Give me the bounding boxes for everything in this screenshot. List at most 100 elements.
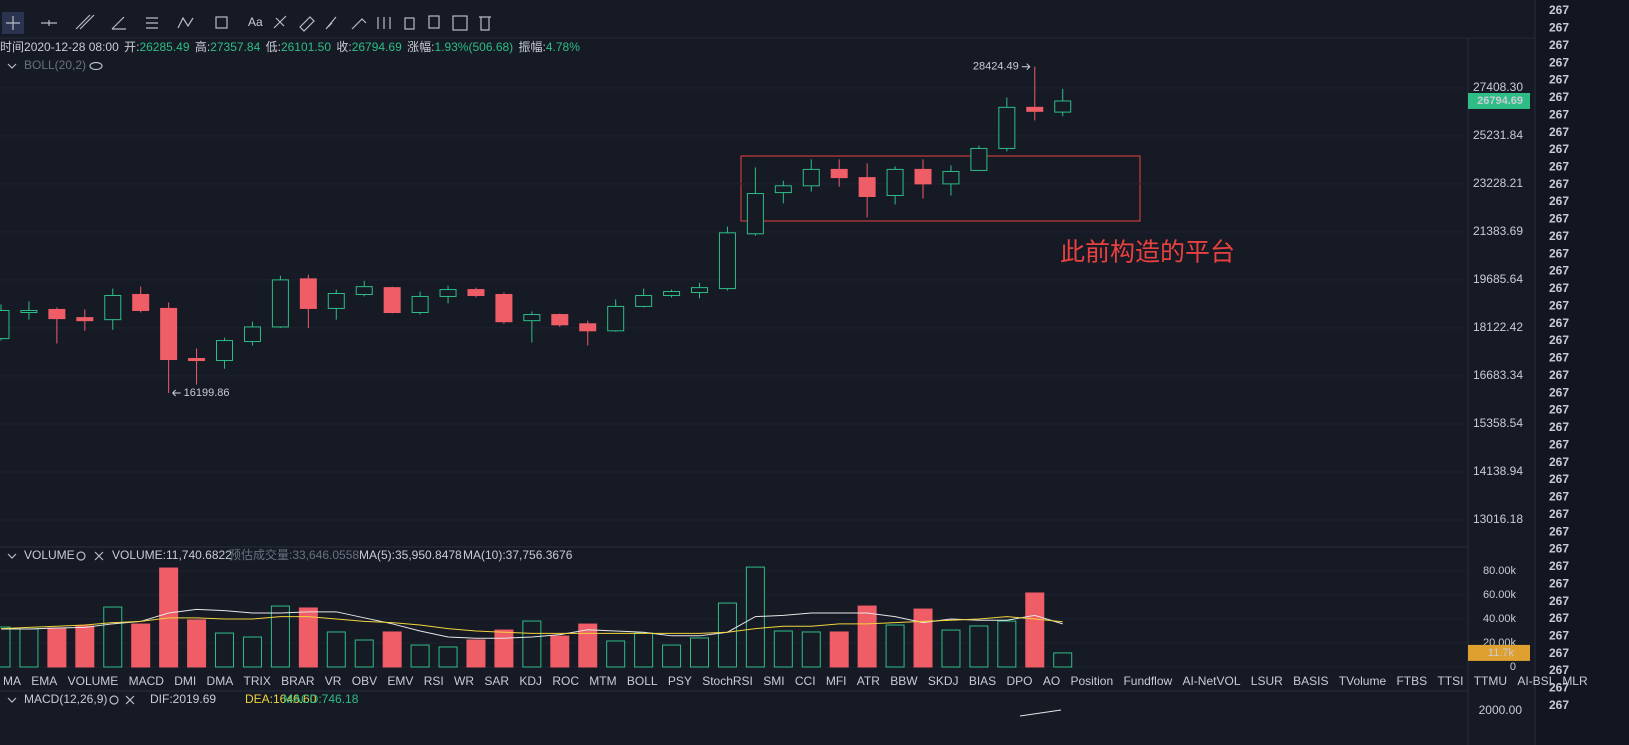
tool-delete[interactable] bbox=[479, 16, 491, 31]
candle-body bbox=[607, 305, 625, 332]
tool-hide[interactable] bbox=[404, 17, 415, 30]
settings-icon[interactable] bbox=[76, 551, 86, 561]
indicator-tab[interactable]: TRIX bbox=[244, 674, 271, 688]
tool-text[interactable]: Aa bbox=[248, 15, 263, 29]
indicator-tab[interactable]: DPO bbox=[1007, 674, 1033, 688]
candle-body bbox=[830, 168, 848, 179]
volume-bar bbox=[131, 623, 151, 668]
indicator-tab[interactable]: PSY bbox=[668, 674, 692, 688]
indicator-tab[interactable]: BBW bbox=[890, 674, 918, 688]
indicator-tab[interactable]: TVolume bbox=[1339, 674, 1387, 688]
volume-bar bbox=[662, 644, 682, 668]
sidebar-price: 267 bbox=[1549, 351, 1569, 365]
macd-value: MACD:746.18 bbox=[283, 692, 359, 706]
tool-fib[interactable] bbox=[146, 17, 158, 29]
indicator-tab[interactable]: ROC bbox=[552, 674, 579, 688]
indicator-tab[interactable]: StochRSI bbox=[702, 674, 753, 688]
volume-bar bbox=[215, 632, 235, 668]
tool-measure[interactable] bbox=[215, 16, 228, 29]
y-tick-label: 15358.54 bbox=[1473, 416, 1523, 430]
sidebar-price: 267 bbox=[1549, 21, 1569, 35]
tool-ruler[interactable] bbox=[325, 16, 337, 30]
collapse-icon[interactable] bbox=[7, 697, 17, 703]
indicator-tab[interactable]: BASIS bbox=[1293, 674, 1328, 688]
close-icon[interactable] bbox=[125, 695, 135, 705]
collapse-icon[interactable] bbox=[7, 553, 17, 559]
indicator-tab[interactable]: SAR bbox=[484, 674, 509, 688]
tool-brush[interactable] bbox=[273, 15, 287, 29]
indicator-tab[interactable]: SKDJ bbox=[928, 674, 959, 688]
indicator-tab[interactable]: AI-BSI bbox=[1517, 674, 1552, 688]
indicator-tab[interactable]: DMI bbox=[174, 674, 196, 688]
tool-angle[interactable] bbox=[111, 16, 126, 30]
indicator-tab[interactable]: Fundflow bbox=[1123, 674, 1172, 688]
sidebar-price: 267 bbox=[1549, 594, 1569, 608]
hide-icon[interactable] bbox=[89, 61, 103, 71]
ohlc-readout: 时间2020-12-28 08:00 开:26285.49 高:27357.84… bbox=[0, 39, 580, 54]
tool-eraser[interactable] bbox=[299, 16, 315, 32]
tool-template[interactable] bbox=[452, 15, 468, 31]
candle-body bbox=[160, 307, 178, 361]
volume-tag bbox=[1468, 644, 1530, 661]
indicator-tab[interactable]: Position bbox=[1070, 674, 1113, 688]
candle-body bbox=[1026, 106, 1044, 112]
indicator-tab[interactable]: VOLUME bbox=[68, 674, 119, 688]
indicator-tab[interactable]: TTSI bbox=[1437, 674, 1463, 688]
value: 26285.49 bbox=[139, 40, 189, 54]
indicator-tab[interactable]: BRAR bbox=[281, 674, 315, 688]
close-icon[interactable] bbox=[94, 551, 104, 561]
tool-hline[interactable] bbox=[41, 20, 57, 26]
value: 4.78% bbox=[546, 40, 580, 54]
indicator-tab[interactable]: KDJ bbox=[519, 674, 542, 688]
sidebar-price: 267 bbox=[1549, 107, 1569, 121]
indicator-tab[interactable]: EMA bbox=[31, 674, 57, 688]
tool-lock[interactable] bbox=[377, 17, 391, 29]
indicator-tab[interactable]: BOLL bbox=[627, 674, 658, 688]
indicator-label: BOLL(20,2) bbox=[24, 58, 86, 72]
sidebar-price: 267 bbox=[1549, 698, 1569, 712]
volume-bar bbox=[19, 628, 39, 668]
indicator-tab[interactable]: BIAS bbox=[969, 674, 996, 688]
volume-bar bbox=[773, 630, 793, 668]
indicator-tab[interactable]: MACD bbox=[129, 674, 165, 688]
indicator-tab[interactable]: MTM bbox=[589, 674, 616, 688]
label: 涨幅: bbox=[407, 39, 434, 54]
candle-body bbox=[691, 287, 708, 294]
indicator-tab[interactable]: RSI bbox=[424, 674, 444, 688]
indicator-tab[interactable]: VR bbox=[325, 674, 342, 688]
label: 收: bbox=[336, 40, 351, 54]
tool-crosshair-icon[interactable] bbox=[6, 16, 20, 30]
indicator-tab[interactable]: AO bbox=[1043, 674, 1060, 688]
y-tick-label: 80.00k bbox=[1483, 565, 1517, 577]
indicator-tab[interactable]: ATR bbox=[857, 674, 880, 688]
candle-body bbox=[271, 279, 289, 328]
indicator-tab[interactable]: MFI bbox=[826, 674, 847, 688]
indicator-tab[interactable]: MA bbox=[3, 674, 21, 688]
indicator-tab[interactable]: SMI bbox=[763, 674, 784, 688]
sidebar-price: 267 bbox=[1549, 160, 1569, 174]
indicator-tab[interactable]: AI-NetVOL bbox=[1182, 674, 1240, 688]
collapse-icon[interactable] bbox=[7, 63, 17, 69]
tool-copy[interactable] bbox=[428, 15, 440, 29]
sidebar-price: 267 bbox=[1549, 385, 1569, 399]
tool-pattern[interactable] bbox=[177, 16, 194, 29]
label: 振幅: bbox=[519, 39, 546, 54]
tool-trendline[interactable] bbox=[75, 14, 95, 30]
indicator-tab[interactable]: LSUR bbox=[1251, 674, 1283, 688]
y-tick-label: 13016.18 bbox=[1473, 512, 1523, 526]
candle-body bbox=[383, 287, 401, 314]
indicator-tab[interactable]: EMV bbox=[387, 674, 413, 688]
indicator-tab[interactable]: OBV bbox=[352, 674, 377, 688]
indicator-tab[interactable]: WR bbox=[454, 674, 474, 688]
indicator-tab[interactable]: FTBS bbox=[1396, 674, 1427, 688]
sidebar-price: 267 bbox=[1549, 90, 1569, 104]
indicator-tab[interactable]: TTMU bbox=[1474, 674, 1507, 688]
y-tick-label: 40.00k bbox=[1483, 613, 1517, 625]
indicator-tab[interactable]: DMA bbox=[207, 674, 234, 688]
tool-magnet[interactable] bbox=[351, 18, 367, 30]
settings-icon[interactable] bbox=[109, 695, 119, 705]
sidebar-price: 267 bbox=[1549, 281, 1569, 295]
indicator-tab[interactable]: CCI bbox=[795, 674, 816, 688]
volume-bar bbox=[326, 631, 346, 668]
indicator-tab[interactable]: MLR bbox=[1562, 674, 1588, 688]
